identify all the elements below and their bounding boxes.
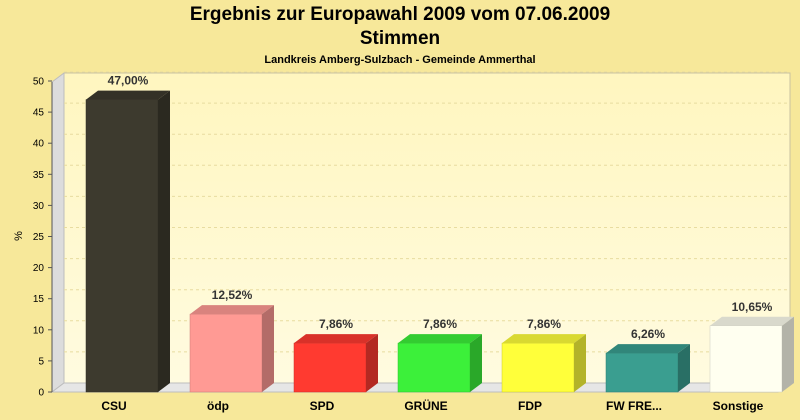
- bar-top: [502, 334, 586, 344]
- bar-side: [262, 305, 274, 392]
- bar-front: [189, 313, 263, 393]
- y-tick-label: 15: [33, 294, 45, 305]
- bar-7: [709, 316, 794, 393]
- bar-top: [398, 334, 482, 344]
- bar-front: [85, 99, 159, 393]
- bar-top: [294, 334, 378, 344]
- x-tick-label: Sonstige: [713, 399, 764, 413]
- plot-side-wall: [51, 72, 65, 393]
- y-tick-label: 40: [33, 139, 45, 150]
- chart-title: Ergebnis zur Europawahl 2009 vom 07.06.2…: [189, 4, 611, 25]
- data-label: 10,65%: [732, 300, 773, 314]
- bar-side: [158, 90, 170, 392]
- bar-4: [397, 334, 482, 393]
- bar-front: [397, 342, 471, 393]
- bar-5: [501, 334, 586, 393]
- bar-1: [85, 90, 170, 393]
- bar-top: [190, 305, 274, 315]
- y-tick-label: 0: [38, 388, 44, 399]
- y-tick-label: 35: [33, 170, 45, 181]
- bar-top: [86, 90, 170, 100]
- y-tick-label: 10: [33, 325, 45, 336]
- bar-side: [574, 334, 586, 392]
- data-label: 7,86%: [527, 317, 561, 331]
- x-tick-label: CSU: [101, 399, 126, 413]
- bar-side: [470, 334, 482, 392]
- bar-6: [605, 344, 690, 393]
- bar-3: [293, 334, 378, 393]
- x-tick-label: GRÜNE: [404, 398, 447, 413]
- data-label: 7,86%: [319, 317, 353, 331]
- data-label: 12,52%: [212, 288, 253, 302]
- data-label: 47,00%: [108, 74, 149, 88]
- chart-location: Landkreis Amberg-Sulzbach - Gemeinde Amm…: [264, 54, 536, 66]
- bar-front: [293, 342, 367, 393]
- x-tick-label: ödp: [207, 399, 229, 413]
- bar-side: [678, 344, 690, 392]
- bar-2: [189, 305, 274, 393]
- chart-subtitle: Stimmen: [359, 28, 441, 49]
- data-label: 6,26%: [631, 327, 665, 341]
- bar-front: [709, 325, 783, 393]
- bar-side: [782, 316, 794, 392]
- bar-top: [710, 316, 794, 326]
- y-tick-label: 50: [33, 77, 45, 88]
- y-tick-label: 25: [33, 232, 45, 243]
- x-tick-label: SPD: [310, 399, 335, 413]
- y-axis-label: %: [13, 231, 25, 241]
- data-label: 7,86%: [423, 317, 457, 331]
- bar-front: [605, 352, 679, 393]
- bar-top: [606, 344, 690, 354]
- x-tick-label: FW FRE...: [606, 399, 662, 413]
- y-tick-label: 5: [38, 356, 44, 367]
- bar-side: [366, 334, 378, 392]
- y-tick-label: 45: [33, 108, 45, 119]
- y-tick-label: 30: [33, 201, 45, 212]
- y-tick-label: 20: [33, 263, 45, 274]
- x-tick-label: FDP: [518, 399, 542, 413]
- bar-front: [501, 342, 575, 393]
